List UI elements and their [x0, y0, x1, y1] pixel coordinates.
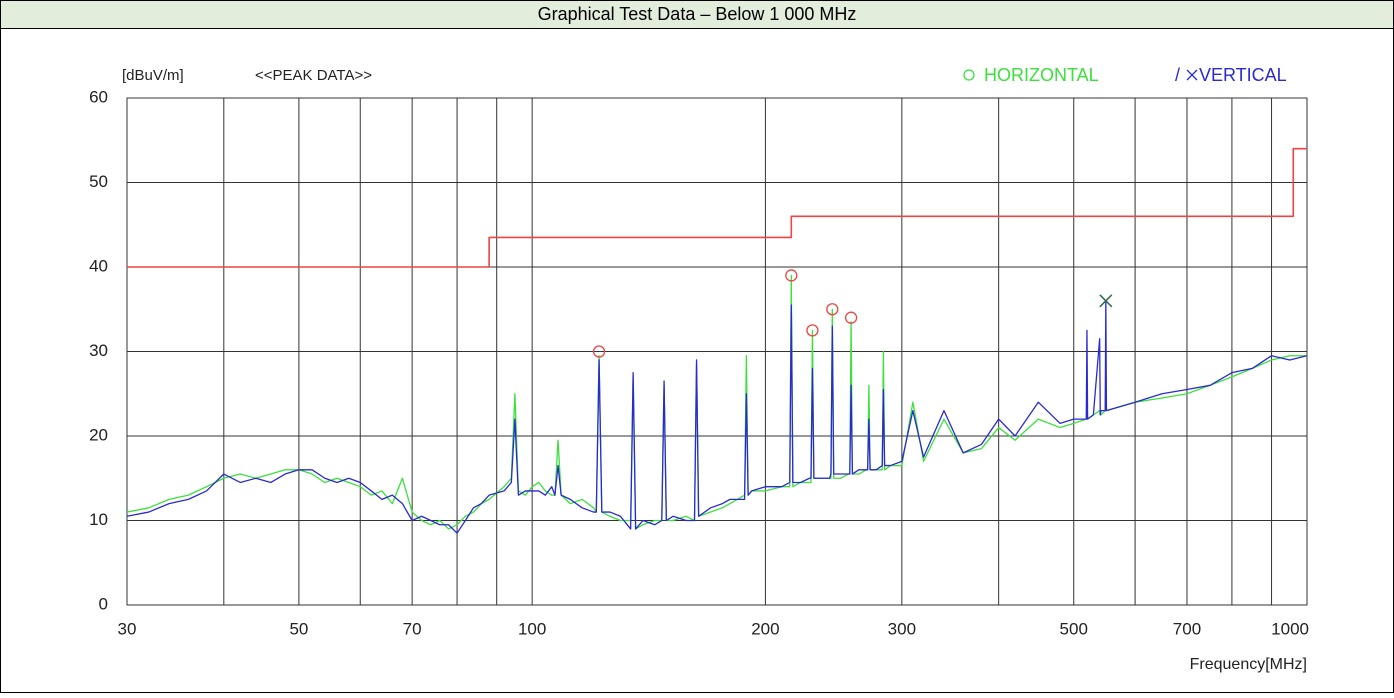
chart-title: Graphical Test Data – Below 1 000 MHz [538, 4, 857, 24]
header-band [1, 1, 1393, 28]
x-tick-label: 1000 [1271, 619, 1309, 638]
x-tick-label: 70 [403, 619, 422, 638]
limit-line [127, 147, 1307, 268]
y-tick-label: 10 [89, 510, 108, 529]
x-axis-label: Frequency[MHz] [1190, 656, 1307, 673]
peak-marker [826, 303, 839, 316]
series-line [127, 300, 1307, 534]
peak-marker [1099, 294, 1113, 308]
subtitle: <<PEAK DATA>> [255, 67, 372, 84]
x-tick-label: 200 [751, 619, 779, 638]
peak-marker [844, 311, 858, 324]
y-tick-label: 40 [89, 256, 108, 275]
legend-symbol [963, 69, 975, 81]
peak-marker [785, 269, 798, 282]
x-tick-label: 50 [289, 619, 308, 638]
peak-marker [806, 324, 819, 337]
legend-label: VERTICAL [1199, 65, 1287, 85]
legend-label: HORIZONTAL [984, 65, 1099, 85]
y-tick-label: 0 [99, 594, 108, 613]
y-axis-label: [dBuV/m] [122, 67, 184, 84]
y-tick-label: 20 [89, 425, 108, 444]
peak-marker [592, 345, 606, 358]
legend-symbol [1186, 69, 1198, 81]
x-tick-label: 30 [118, 619, 137, 638]
y-tick-label: 30 [89, 341, 108, 360]
legend-separator: / [1175, 65, 1180, 85]
x-tick-label: 300 [888, 619, 916, 638]
x-tick-label: 100 [518, 619, 546, 638]
x-tick-label: 500 [1060, 619, 1088, 638]
y-tick-label: 60 [89, 87, 108, 106]
y-tick-label: 50 [89, 172, 108, 191]
x-tick-label: 700 [1173, 619, 1201, 638]
series-line [127, 274, 1307, 530]
